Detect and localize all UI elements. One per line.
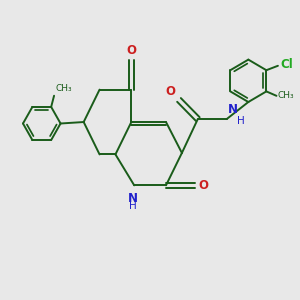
Text: O: O [198,179,208,192]
Text: O: O [126,44,136,57]
Text: H: H [237,116,244,126]
Text: H: H [129,201,137,211]
Text: CH₃: CH₃ [56,84,72,93]
Text: Cl: Cl [281,58,293,71]
Text: CH₃: CH₃ [278,91,295,100]
Text: O: O [166,85,176,98]
Text: N: N [128,192,138,205]
Text: N: N [228,103,238,116]
